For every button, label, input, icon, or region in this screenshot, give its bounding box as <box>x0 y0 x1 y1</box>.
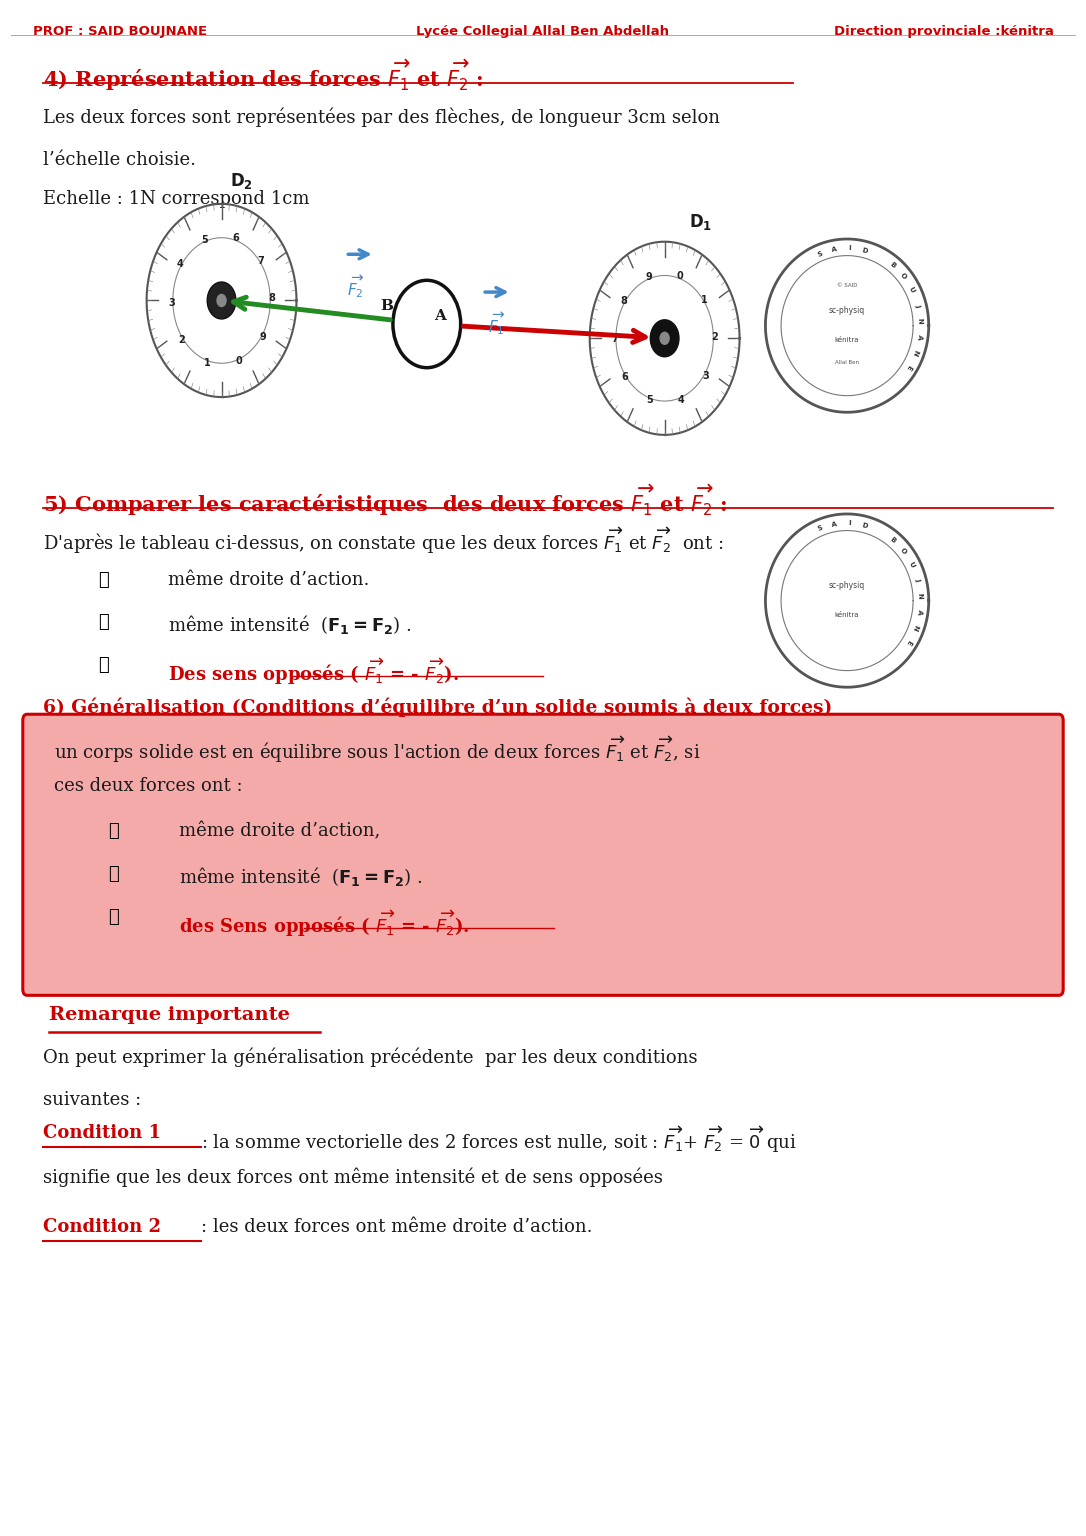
Text: 2: 2 <box>179 335 186 346</box>
Text: kénitra: kénitra <box>835 338 859 344</box>
Text: N: N <box>911 624 919 631</box>
Text: Des sens opposés ( $\overrightarrow{F_1}$ = - $\overrightarrow{F_2}$).: Des sens opposés ( $\overrightarrow{F_1}… <box>168 656 459 687</box>
Text: kénitra: kénitra <box>835 613 859 619</box>
Text: 9: 9 <box>260 332 266 341</box>
Text: I: I <box>848 521 851 527</box>
Text: $\mathbf{D_1}$: $\mathbf{D_1}$ <box>689 212 712 232</box>
Text: 📚: 📚 <box>98 571 109 590</box>
Text: 5) Comparer les caractéristiques  des deux forces $\overrightarrow{F_1}$ et $\ov: 5) Comparer les caractéristiques des deu… <box>43 482 728 518</box>
FancyBboxPatch shape <box>23 714 1063 995</box>
Text: 5: 5 <box>201 235 207 244</box>
Circle shape <box>651 319 679 356</box>
Text: S: S <box>817 250 823 258</box>
Text: S: S <box>817 525 823 533</box>
Text: 0: 0 <box>236 356 242 366</box>
Text: B: B <box>380 298 393 312</box>
Text: 📚: 📚 <box>98 613 109 631</box>
Text: 8: 8 <box>620 296 627 306</box>
Text: E: E <box>905 364 912 372</box>
Text: signifie que les deux forces ont même intensité et de sens opposées: signifie que les deux forces ont même in… <box>43 1167 664 1187</box>
Text: sc-physiq: sc-physiq <box>829 306 866 315</box>
Text: On peut exprimer la généralisation précédente  par les deux conditions: On peut exprimer la généralisation précé… <box>43 1048 698 1068</box>
Text: Direction provinciale :kénitra: Direction provinciale :kénitra <box>834 25 1053 37</box>
Text: Condition 1: Condition 1 <box>43 1124 162 1143</box>
Text: 6) Généralisation (Conditions d’équilibre d’un solide soumis à deux forces): 6) Généralisation (Conditions d’équilibr… <box>43 697 833 717</box>
Text: 2: 2 <box>711 332 718 343</box>
Text: : la somme vectorielle des 2 forces est nulle, soit : $\overrightarrow{F_1}$+ $\: : la somme vectorielle des 2 forces est … <box>201 1124 796 1155</box>
Text: même droite d’action.: même droite d’action. <box>168 571 369 590</box>
Circle shape <box>207 283 236 319</box>
Text: même intensité  ($\mathbf{F_1 = F_2}$) .: même intensité ($\mathbf{F_1 = F_2}$) . <box>179 865 422 888</box>
Text: D'après le tableau ci-dessus, on constate que les deux forces $\overrightarrow{F: D'après le tableau ci-dessus, on constat… <box>43 525 724 556</box>
Text: ces deux forces ont :: ces deux forces ont : <box>54 777 243 796</box>
Text: Remarque importante: Remarque importante <box>49 1006 290 1025</box>
Text: 4: 4 <box>678 395 684 404</box>
Text: O: O <box>899 547 908 556</box>
Text: 9: 9 <box>645 272 652 283</box>
Text: N: N <box>917 593 923 599</box>
Text: : les deux forces ont même droite d’action.: : les deux forces ont même droite d’acti… <box>201 1218 592 1236</box>
Circle shape <box>659 332 670 346</box>
Text: B: B <box>888 536 896 544</box>
Text: $\mathbf{D_2}$: $\mathbf{D_2}$ <box>229 172 253 192</box>
Text: Echelle : 1N correspond 1cm: Echelle : 1N correspond 1cm <box>43 190 310 209</box>
Text: 0: 0 <box>677 272 683 281</box>
Text: 3: 3 <box>703 370 709 381</box>
Text: PROF : SAID BOUJNANE: PROF : SAID BOUJNANE <box>33 25 206 37</box>
Text: même intensité  ($\mathbf{F_1 = F_2}$) .: même intensité ($\mathbf{F_1 = F_2}$) . <box>168 613 412 636</box>
Text: 8: 8 <box>268 293 275 303</box>
Text: U: U <box>908 561 915 568</box>
Text: A: A <box>832 246 838 253</box>
Text: suivantes :: suivantes : <box>43 1091 141 1109</box>
Text: 📚: 📚 <box>98 656 109 674</box>
Text: 📚: 📚 <box>109 908 119 926</box>
Text: sc-physiq: sc-physiq <box>829 581 866 590</box>
Text: D: D <box>861 247 869 255</box>
Text: A: A <box>832 521 838 528</box>
Text: N: N <box>917 318 923 324</box>
Text: N: N <box>911 349 919 356</box>
Text: Allal Ben: Allal Ben <box>835 359 859 366</box>
Text: 4: 4 <box>177 260 184 269</box>
Text: 5: 5 <box>646 395 653 406</box>
Text: Les deux forces sont représentées par des flèches, de longueur 3cm selon: Les deux forces sont représentées par de… <box>43 108 720 127</box>
Circle shape <box>216 293 227 307</box>
Text: des Sens opposés ( $\overrightarrow{F_1}$ = - $\overrightarrow{F_2}$).: des Sens opposés ( $\overrightarrow{F_1}… <box>179 908 470 938</box>
Circle shape <box>393 281 460 367</box>
Text: A: A <box>434 309 445 323</box>
Text: l’échelle choisie.: l’échelle choisie. <box>43 151 197 169</box>
Text: 3: 3 <box>168 298 175 307</box>
Text: 4) Représentation des forces $\overrightarrow{F_1}$ et $\overrightarrow{F_2}$ :: 4) Représentation des forces $\overright… <box>43 57 484 92</box>
Text: 6: 6 <box>232 233 239 243</box>
Text: 7: 7 <box>611 335 618 344</box>
Text: A: A <box>915 608 923 616</box>
Text: J: J <box>914 303 921 307</box>
Text: B: B <box>888 261 896 269</box>
Text: $\overrightarrow{F_2}$: $\overrightarrow{F_2}$ <box>346 273 364 300</box>
Text: J: J <box>914 578 921 582</box>
Text: I: I <box>848 246 851 252</box>
Text: E: E <box>905 639 912 647</box>
Text: $\overrightarrow{F_1}$: $\overrightarrow{F_1}$ <box>488 310 505 338</box>
Text: A: A <box>915 333 923 341</box>
Text: U: U <box>908 286 915 293</box>
Text: 1: 1 <box>702 295 708 304</box>
Text: 1: 1 <box>204 358 211 367</box>
Text: un corps solide est en équilibre sous l'action de deux forces $\overrightarrow{F: un corps solide est en équilibre sous l'… <box>54 734 700 765</box>
Text: © SAID: © SAID <box>837 283 857 287</box>
Text: 7: 7 <box>257 255 264 266</box>
Text: 6: 6 <box>621 372 628 382</box>
Text: Condition 2: Condition 2 <box>43 1218 162 1236</box>
Text: Lycée Collegial Allal Ben Abdellah: Lycée Collegial Allal Ben Abdellah <box>417 25 669 37</box>
Text: D: D <box>861 522 869 530</box>
Text: O: O <box>899 272 908 281</box>
Text: 📚: 📚 <box>109 865 119 883</box>
Text: même droite d’action,: même droite d’action, <box>179 822 380 840</box>
Text: 📚: 📚 <box>109 822 119 840</box>
